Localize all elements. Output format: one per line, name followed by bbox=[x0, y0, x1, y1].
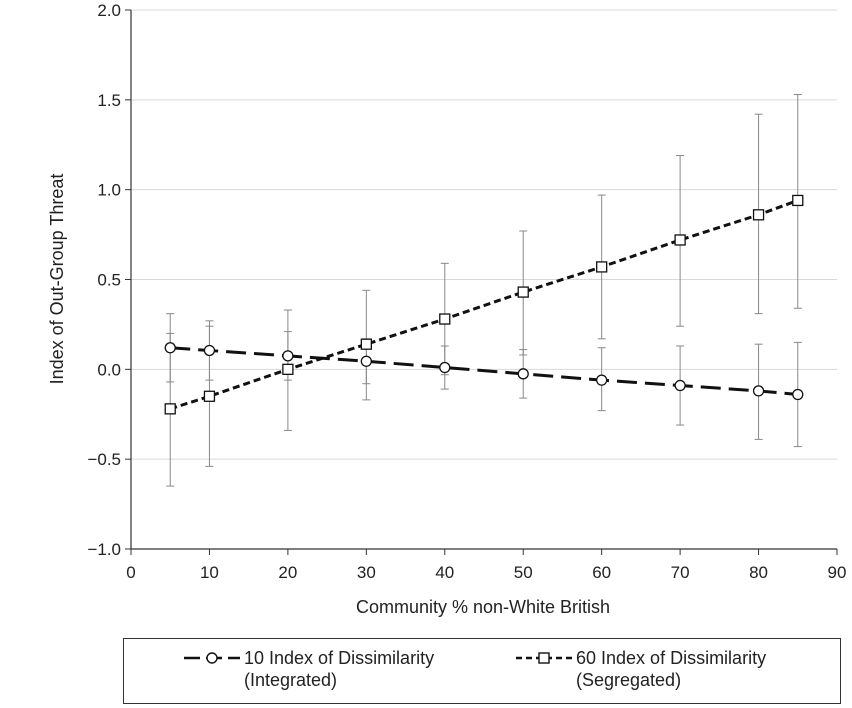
x-tick-label: 40 bbox=[435, 563, 454, 582]
data-point-circle bbox=[752, 385, 765, 397]
y-axis-title: Index of Out-Group Threat bbox=[47, 174, 67, 385]
y-tick-labels: 2.0 1.5 1.0 0.5 0.0 −0.5 −1.0 bbox=[87, 1, 121, 559]
legend-label-line2: (Segregated) bbox=[576, 670, 682, 690]
x-tick-label: 60 bbox=[592, 563, 611, 582]
legend-swatch-circle-long-dash bbox=[184, 652, 240, 664]
gridlines bbox=[131, 9, 837, 460]
data-point-circle bbox=[439, 361, 451, 374]
chart: 2.0 1.5 1.0 0.5 0.0 −0.5 −1.0 0 10 20 30 40 50 60 70 8… bbox=[47, 1, 846, 617]
data-point-circle bbox=[596, 374, 608, 386]
data-point-circle bbox=[360, 355, 372, 367]
y-tick-label: −1.0 bbox=[87, 540, 121, 559]
legend-label-line1: 10 Index of Dissimilarity bbox=[244, 648, 435, 668]
y-tick-label: −0.5 bbox=[87, 450, 121, 469]
x-tick-label: 70 bbox=[671, 563, 690, 582]
series-line-integrated bbox=[170, 346, 798, 396]
legend-label-line1: 60 Index of Dissimilarity bbox=[576, 648, 767, 668]
data-point-circle bbox=[203, 344, 216, 357]
x-tick-label: 50 bbox=[514, 563, 533, 582]
data-point-circle bbox=[517, 368, 529, 380]
data-point-square bbox=[596, 261, 608, 273]
legend-swatch-square-short-dash bbox=[516, 652, 572, 664]
x-tick-label: 10 bbox=[200, 563, 219, 582]
series-lines bbox=[169, 199, 799, 411]
x-tick-label: 0 bbox=[126, 563, 135, 582]
data-point-circle bbox=[674, 379, 686, 392]
data-point-square bbox=[203, 390, 216, 402]
legend: 10 Index of Dissimilarity (Integrated) 6… bbox=[123, 638, 841, 704]
data-point-square bbox=[164, 403, 176, 415]
y-tick-label: 1.5 bbox=[97, 91, 121, 110]
data-point-square bbox=[282, 363, 294, 375]
y-tick-label: 1.0 bbox=[97, 181, 121, 200]
x-tick-label: 80 bbox=[749, 563, 768, 582]
x-tick-label: 20 bbox=[278, 563, 297, 582]
data-point-square bbox=[752, 209, 765, 221]
x-axis-title: Community % non-White British bbox=[356, 597, 610, 617]
axes bbox=[125, 9, 838, 555]
y-tick-label: 0.5 bbox=[97, 271, 121, 290]
legend-label-line2: (Integrated) bbox=[244, 670, 338, 690]
x-tick-label: 30 bbox=[357, 563, 376, 582]
y-tick-label: 0.0 bbox=[97, 360, 121, 379]
data-point-square bbox=[439, 313, 451, 325]
data-point-square bbox=[674, 234, 686, 246]
series-line-segregated bbox=[169, 199, 799, 411]
data-point-circle bbox=[792, 388, 804, 401]
data-point-square bbox=[360, 338, 372, 350]
y-tick-label: 2.0 bbox=[97, 1, 121, 20]
legend-label-integrated: 10 Index of Dissimilarity (Integrated) bbox=[244, 647, 434, 691]
error-bars bbox=[166, 93, 802, 487]
data-point-square bbox=[792, 194, 804, 207]
legend-label-segregated: 60 Index of Dissimilarity (Segregated) bbox=[576, 647, 766, 691]
x-tick-label: 90 bbox=[828, 563, 847, 582]
x-tick-labels: 0 10 20 30 40 50 60 70 80 90 bbox=[126, 563, 846, 582]
data-point-circle bbox=[282, 350, 294, 362]
data-point-circle bbox=[164, 342, 176, 354]
data-point-square bbox=[517, 286, 529, 298]
series-markers bbox=[164, 194, 804, 415]
